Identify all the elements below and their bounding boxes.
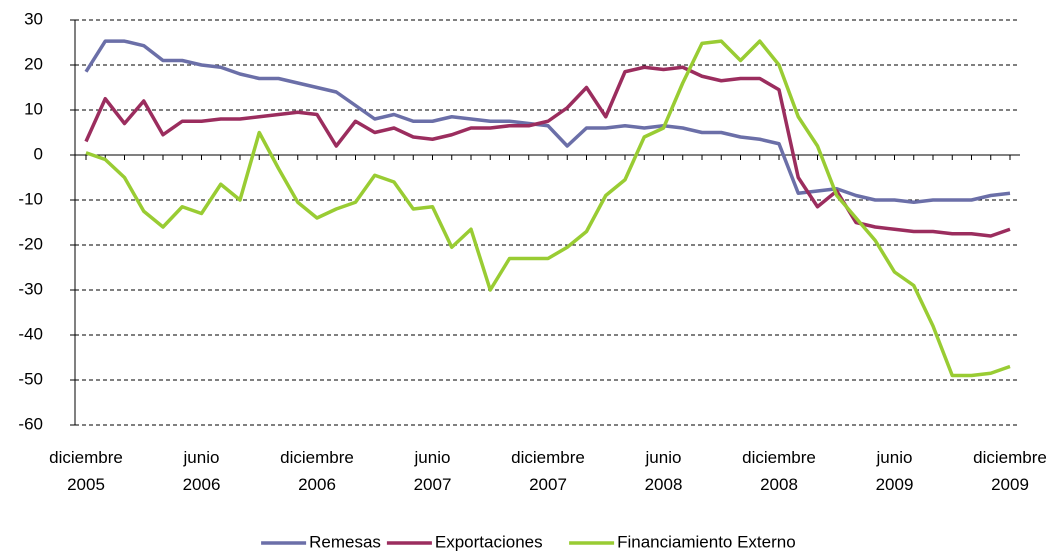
line	[85, 39, 1011, 378]
y-tick-label: 30	[24, 9, 43, 28]
y-tick-label: -10	[18, 189, 43, 208]
x-tick-label: junio 2009	[875, 448, 914, 494]
y-tick-label: -40	[18, 324, 43, 343]
line	[84, 39, 1011, 204]
x-tick-label: diciembre 2005	[49, 448, 123, 494]
y-tick-label: -30	[18, 279, 43, 298]
y-tick-label: -20	[18, 234, 43, 253]
line	[84, 65, 1011, 238]
x-tick-label: diciembre 2008	[742, 448, 816, 494]
y-tick-label: 0	[34, 144, 43, 163]
y-tick-label: 20	[24, 54, 43, 73]
legend-label: Financiamiento Externo	[617, 532, 796, 551]
legend-label: Remesas	[309, 532, 381, 551]
y-tick-label: -50	[18, 369, 43, 388]
x-tick-label: junio 2007	[413, 448, 452, 494]
x-tick-label: diciembre 2006	[280, 448, 354, 494]
x-tick-label: junio 2008	[644, 448, 683, 494]
y-tick-label: -60	[18, 414, 43, 433]
y-tick-label: 10	[24, 99, 43, 118]
x-tick-label: junio 2006	[182, 448, 221, 494]
legend-label: Exportaciones	[435, 532, 543, 551]
x-tick-label: diciembre 2009	[973, 448, 1047, 494]
x-tick-label: diciembre 2007	[511, 448, 585, 494]
